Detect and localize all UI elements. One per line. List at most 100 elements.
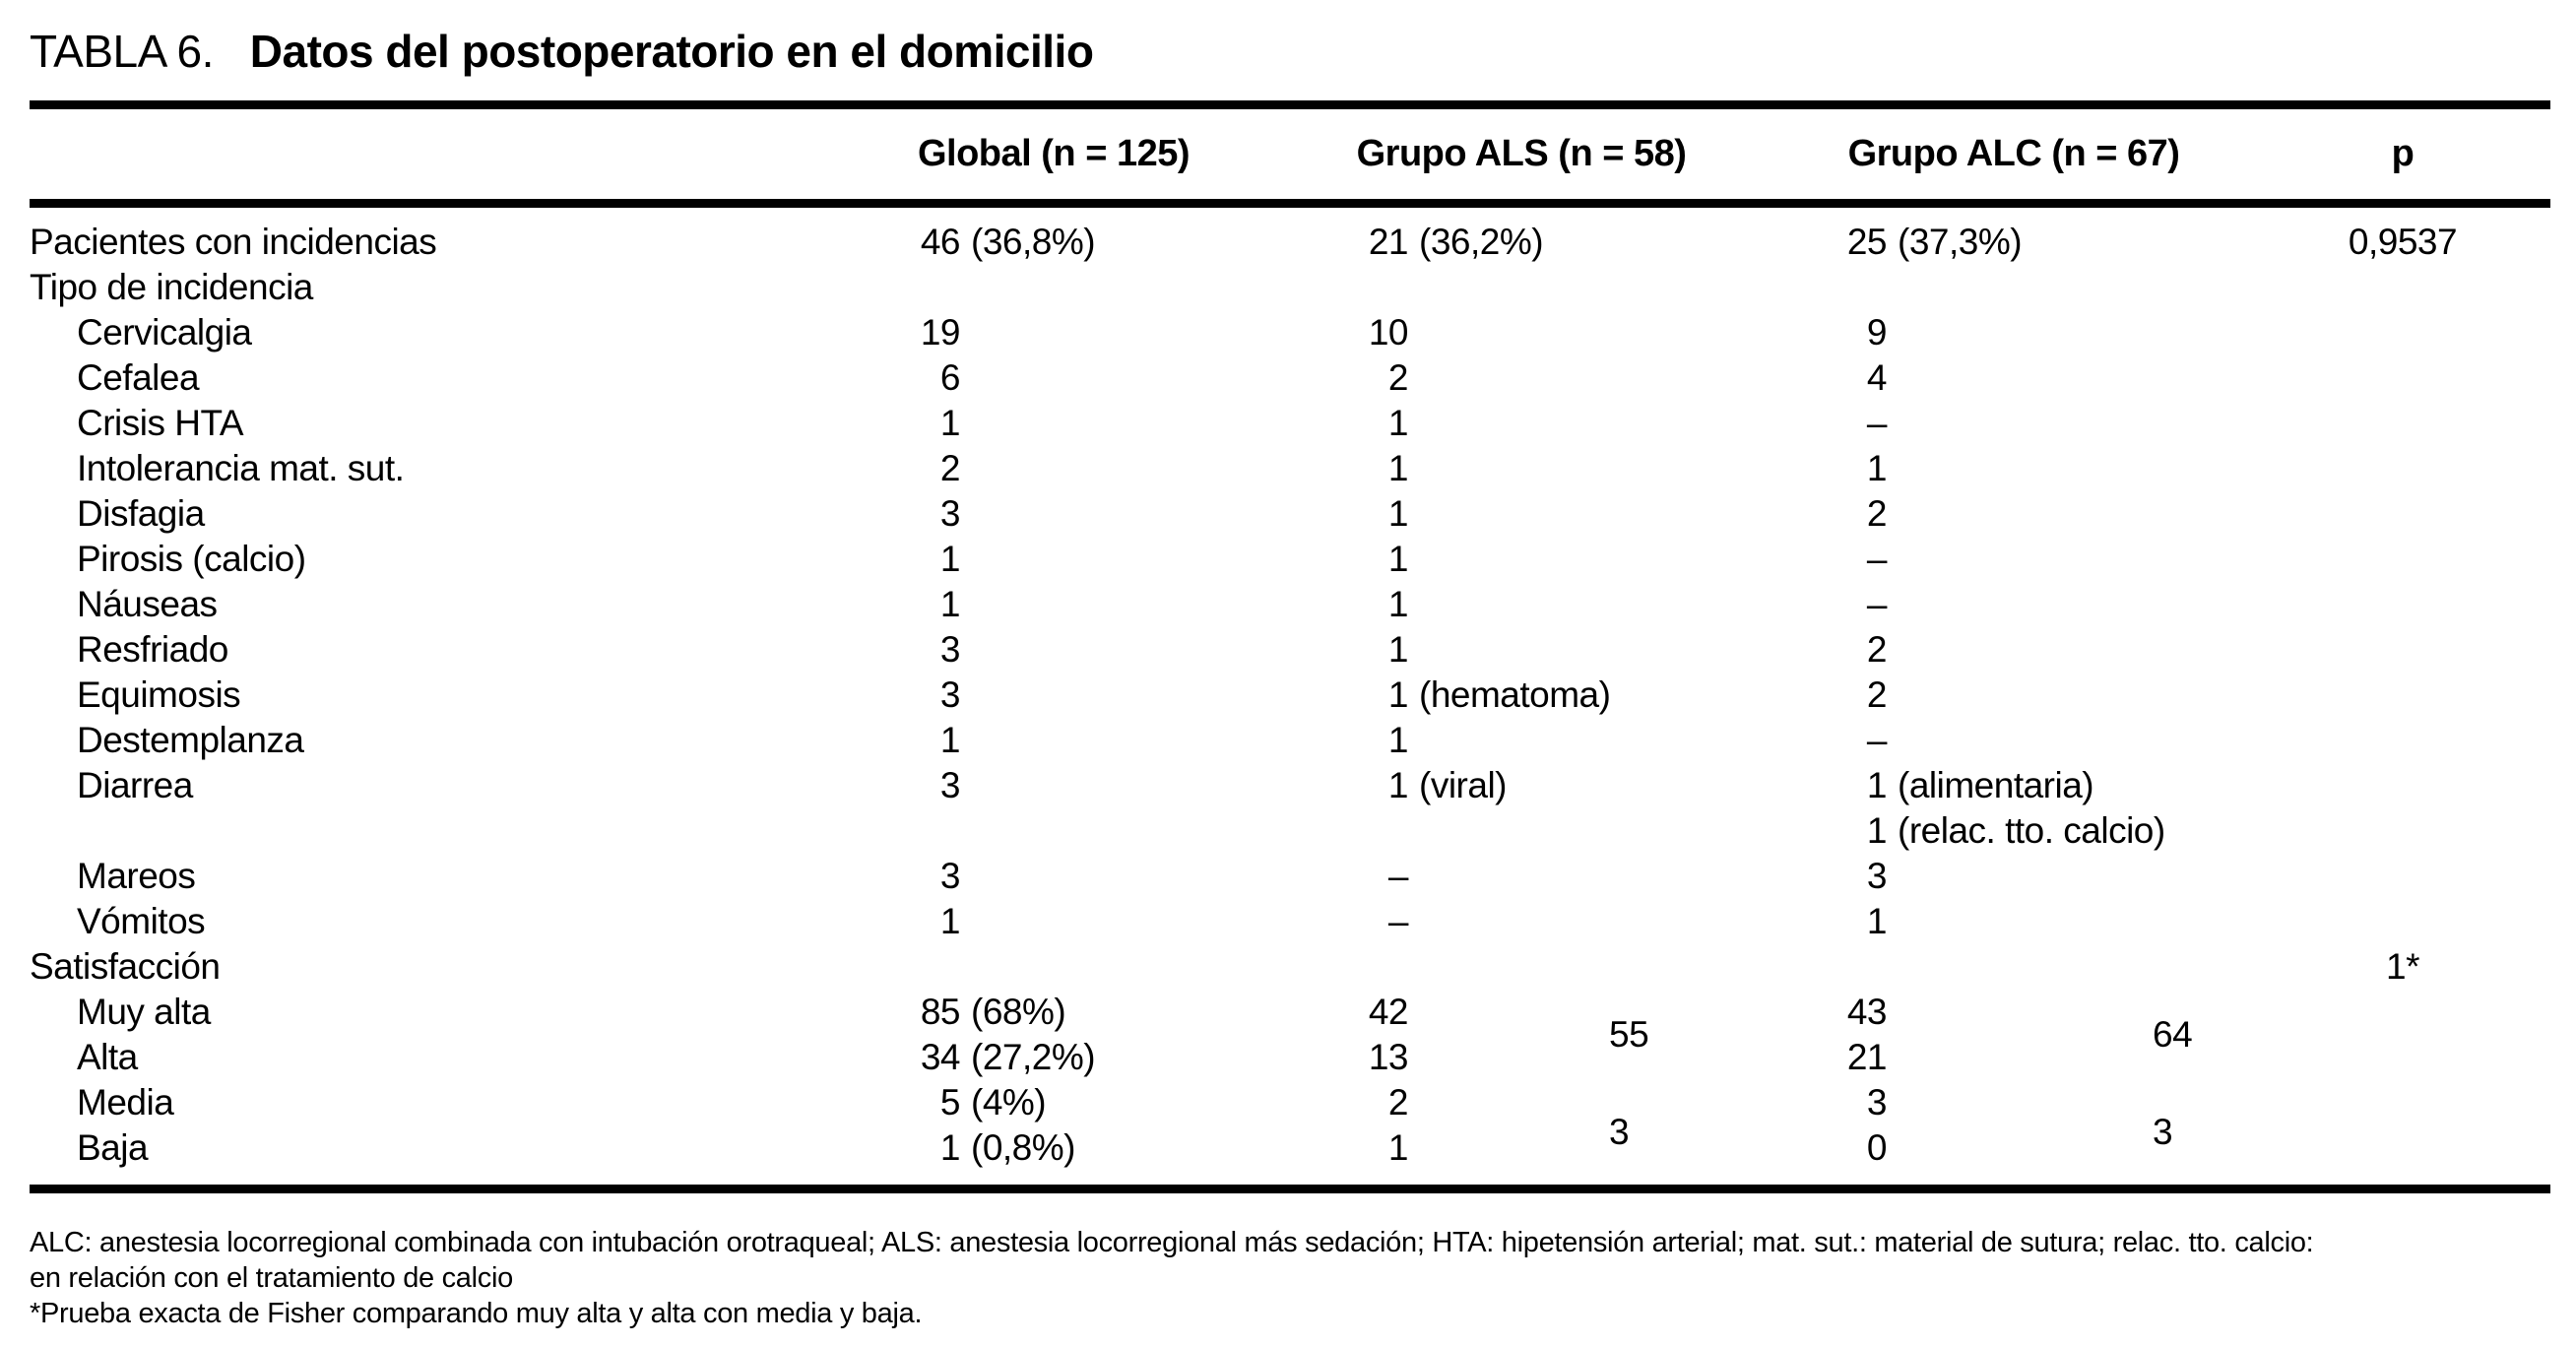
cell-line: 21 (36,2%) — [1270, 220, 1595, 265]
table-row: Vómitos 1 – 1 — [30, 899, 2550, 944]
cell-alc — [1772, 944, 2088, 990]
cell-number: – — [1387, 901, 1409, 941]
cell-alc: 1 — [1772, 899, 2088, 944]
cell-line: 6 — [837, 355, 1270, 401]
cell-line: 10 — [1270, 310, 1595, 355]
cell-p — [2255, 1125, 2550, 1189]
cell-alc-group — [2088, 204, 2255, 266]
cell-als: 2 — [1270, 1080, 1595, 1125]
table-header-row: Global (n = 125) Grupo ALS (n = 58) Grup… — [30, 105, 2551, 204]
cell-number: 3 — [939, 629, 961, 670]
table-row: Disfagia 3 1 2 — [30, 491, 2550, 537]
row-label: Baja — [77, 1127, 149, 1168]
cell-number: 3 — [939, 765, 961, 805]
cell-global: 1 (0,8%) — [837, 1125, 1270, 1189]
cell-number: 1 — [1387, 1127, 1409, 1168]
cell-number: 25 — [1846, 222, 1888, 262]
row-label: Vómitos — [77, 901, 206, 941]
cell-line: 3 — [1772, 1080, 2088, 1125]
cell-alc-group — [2088, 401, 2255, 446]
cell-number: 6 — [939, 357, 961, 398]
cell-number: – — [1866, 584, 1888, 624]
cell-p — [2255, 1080, 2550, 1125]
cell-number: 1 — [1866, 765, 1888, 805]
cell-number: 1 — [1387, 720, 1409, 760]
cell-line: 1 — [837, 718, 1270, 763]
cell-line: – — [1270, 854, 1595, 899]
cell-note: (0,8%) — [971, 1127, 1075, 1168]
cell-als-group — [1595, 446, 1772, 491]
cell-note: (37,3%) — [1898, 222, 2023, 262]
cell-line: 1 (hematoma) — [1270, 673, 1611, 718]
cell-global: 3 — [837, 491, 1270, 537]
cell-global: 1 — [837, 537, 1270, 582]
cell-number: 1 — [1866, 448, 1888, 488]
cell-number: 1 — [1866, 901, 1888, 941]
cell-number: 10 — [1368, 312, 1409, 353]
cell-p — [2255, 582, 2550, 627]
col-header-alc: Grupo ALC (n = 67) — [1847, 133, 2180, 174]
cell-als: 1 (viral) — [1270, 763, 1595, 854]
cell-number: 34 — [920, 1037, 961, 1077]
cell-note: (36,2%) — [1419, 222, 1544, 262]
table-row: Destemplanza 1 1 – — [30, 718, 2550, 763]
row-label: Cervicalgia — [77, 312, 252, 353]
cell-line: 1 — [1270, 446, 1595, 491]
cell-global: 1 — [837, 718, 1270, 763]
cell-als: 10 — [1270, 310, 1595, 355]
cell-p — [2255, 763, 2550, 854]
cell-p — [2255, 446, 2550, 491]
cell-line: 25 (37,3%) — [1772, 220, 2088, 265]
cell-number: 2 — [1387, 357, 1409, 398]
cell-p — [2255, 899, 2550, 944]
table-row: Equimosis 3 1 (hematoma) 2 — [30, 673, 2550, 718]
cell-alc-group — [2088, 446, 2255, 491]
table-row: Muy alta 85 (68%) 42 55 43 64 — [30, 990, 2550, 1055]
cell-number: 19 — [920, 312, 961, 353]
cell-als-group — [1595, 355, 1772, 401]
cell-line: – — [1772, 718, 2088, 763]
cell-number: 1 — [939, 1127, 961, 1168]
cell-number: – — [1866, 403, 1888, 443]
table-row: Cervicalgia 19 10 9 — [30, 310, 2550, 355]
cell-number: 4 — [1866, 357, 1888, 398]
cell-p — [2255, 401, 2550, 446]
row-label: Resfriado — [77, 629, 228, 670]
cell-p — [2255, 990, 2550, 1035]
cell-number: 42 — [1368, 992, 1409, 1032]
cell-p — [2255, 854, 2550, 899]
cell-number: 5 — [939, 1082, 961, 1122]
cell-global: 19 — [837, 310, 1270, 355]
cell-alc-group — [2088, 944, 2255, 990]
table-row: Náuseas 1 1 – — [30, 582, 2550, 627]
cell-alc: 21 — [1772, 1035, 2088, 1080]
cell-line: 3 — [837, 854, 1270, 899]
cell-line: 43 — [1772, 990, 2088, 1035]
title-spacer — [225, 26, 237, 77]
cell-alc-group — [2088, 627, 2255, 673]
cell-number: 1 — [1866, 810, 1888, 851]
cell-number: 1 — [939, 403, 961, 443]
cell-line: 1 — [1772, 446, 2088, 491]
row-label: Equimosis — [77, 674, 241, 715]
cell-als: 13 — [1270, 1035, 1595, 1080]
cell-global: 3 — [837, 854, 1270, 899]
row-label: Muy alta — [77, 992, 211, 1032]
row-label: Náuseas — [77, 584, 218, 624]
cell-global: 34 (27,2%) — [837, 1035, 1270, 1080]
row-label: Pirosis (calcio) — [77, 539, 306, 579]
footnote-line: en relación con el tratamiento de calcio — [30, 1262, 513, 1294]
cell-note: (hematoma) — [1419, 674, 1611, 715]
cell-line: 21 — [1772, 1035, 2088, 1080]
cell-line: 1 — [1270, 537, 1595, 582]
cell-alc: 4 — [1772, 355, 2088, 401]
cell-line: 1 (0,8%) — [837, 1125, 1270, 1171]
cell-als: 1 — [1270, 582, 1595, 627]
cell-als-group — [1595, 627, 1772, 673]
table-title: TABLA 6. Datos del postoperatorio en el … — [30, 26, 2550, 77]
cell-als-group — [1595, 582, 1772, 627]
table-body: Pacientes con incidencias 46 (36,8%) 21 (36,… — [30, 204, 2550, 1189]
cell-number: 13 — [1368, 1037, 1409, 1077]
cell-line: 1 — [837, 582, 1270, 627]
cell-alc: 3 — [1772, 854, 2088, 899]
